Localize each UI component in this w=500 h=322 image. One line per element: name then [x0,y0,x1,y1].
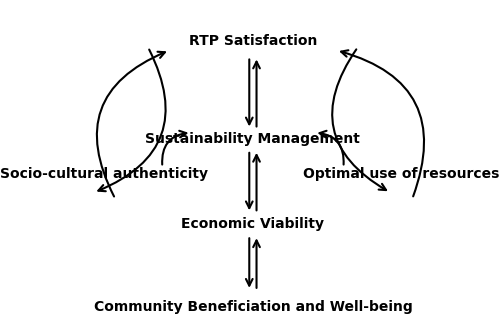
Text: RTP Satisfaction: RTP Satisfaction [188,34,317,48]
Text: Economic Viability: Economic Viability [182,217,324,231]
Text: Sustainability Management: Sustainability Management [146,132,360,146]
Text: Community Beneficiation and Well-being: Community Beneficiation and Well-being [94,299,412,314]
Text: Socio-cultural authenticity: Socio-cultural authenticity [0,167,208,181]
Text: Optimal use of resources: Optimal use of resources [303,167,500,181]
